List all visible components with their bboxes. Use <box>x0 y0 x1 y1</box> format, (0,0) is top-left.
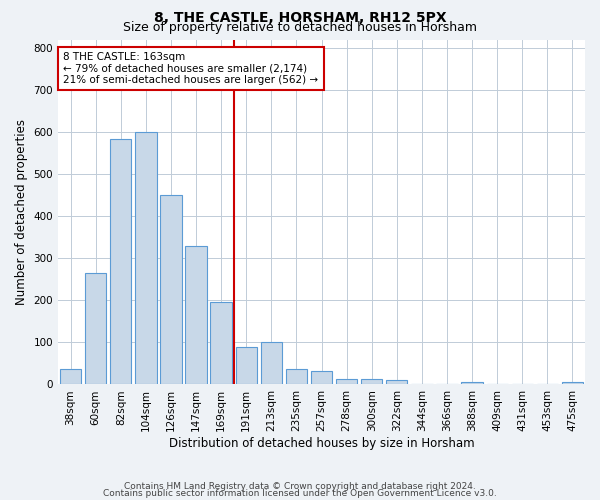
Text: 8, THE CASTLE, HORSHAM, RH12 5PX: 8, THE CASTLE, HORSHAM, RH12 5PX <box>154 11 446 25</box>
Bar <box>211 302 232 384</box>
Bar <box>386 380 407 384</box>
Bar <box>361 378 382 384</box>
Bar <box>185 246 207 384</box>
Bar <box>260 342 282 384</box>
Text: Contains public sector information licensed under the Open Government Licence v3: Contains public sector information licen… <box>103 489 497 498</box>
Bar <box>236 348 257 385</box>
Bar <box>135 132 157 384</box>
Bar <box>286 369 307 384</box>
Bar <box>85 273 106 384</box>
X-axis label: Distribution of detached houses by size in Horsham: Distribution of detached houses by size … <box>169 437 475 450</box>
Bar <box>160 194 182 384</box>
Bar <box>60 369 81 384</box>
Text: 8 THE CASTLE: 163sqm
← 79% of detached houses are smaller (2,174)
21% of semi-de: 8 THE CASTLE: 163sqm ← 79% of detached h… <box>64 52 319 86</box>
Y-axis label: Number of detached properties: Number of detached properties <box>15 119 28 305</box>
Bar <box>461 382 483 384</box>
Bar <box>311 371 332 384</box>
Bar <box>110 138 131 384</box>
Bar <box>336 378 357 384</box>
Bar <box>562 382 583 384</box>
Text: Contains HM Land Registry data © Crown copyright and database right 2024.: Contains HM Land Registry data © Crown c… <box>124 482 476 491</box>
Text: Size of property relative to detached houses in Horsham: Size of property relative to detached ho… <box>123 22 477 35</box>
